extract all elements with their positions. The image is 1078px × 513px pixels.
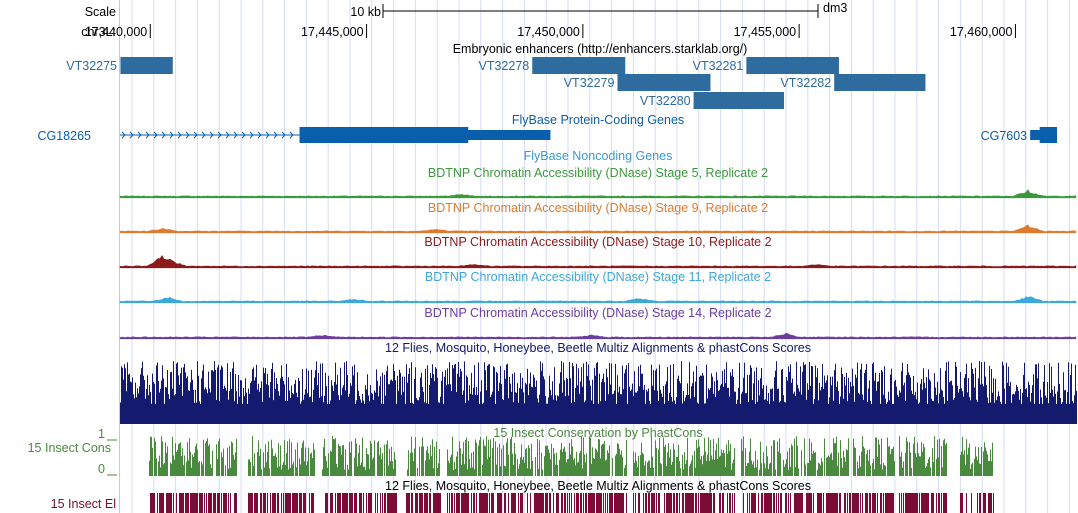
ruler-tick-label: 17,450,000 <box>517 25 580 39</box>
ruler-tick-label: 17,445,000 <box>301 25 364 39</box>
dnase-stage9-title: BDTNP Chromatin Accessibility (DNase) St… <box>428 201 768 215</box>
gene-utr <box>440 130 551 140</box>
scale-label: Scale <box>85 5 116 19</box>
gene-label: CG18265 <box>37 129 91 143</box>
grid-lines <box>131 0 1070 513</box>
strand-arrow <box>289 131 294 139</box>
multiz-title: 12 Flies, Mosquito, Honeybee, Beetle Mul… <box>385 341 811 355</box>
ruler-tick-label: 17,440,000 <box>85 25 148 39</box>
enhancers-track[interactable]: Embryonic enhancers (http://enhancers.st… <box>66 42 926 109</box>
strand-arrow <box>209 131 214 139</box>
strand-arrow <box>121 131 126 139</box>
multiz-base <box>120 404 1076 424</box>
enhancer-feature[interactable] <box>746 57 839 74</box>
dnase-signal <box>119 296 1077 303</box>
enhancer-feature[interactable] <box>617 74 711 91</box>
multiz-conservation-plot[interactable] <box>120 361 1077 424</box>
enhancer-label: VT32279 <box>564 76 615 90</box>
coding-genes-title: FlyBase Protein-Coding Genes <box>512 113 684 127</box>
dnase-stage11-title: BDTNP Chromatin Accessibility (DNase) St… <box>425 270 771 284</box>
gene-cds[interactable] <box>299 127 469 143</box>
strand-arrow <box>177 131 182 139</box>
ruler-tick-label: 17,455,000 <box>734 25 797 39</box>
dnase-tracks[interactable]: BDTNP Chromatin Accessibility (DNase) St… <box>119 166 1077 340</box>
enhancer-feature[interactable] <box>693 92 785 109</box>
ruler-tick-label: 17,460,000 <box>950 25 1013 39</box>
enhancer-features[interactable]: VT32275 VT32278 VT32281 VT32279 VT32282 VT322… <box>66 57 926 109</box>
scale-bar-label: 10 kb <box>350 5 381 19</box>
gene-cds[interactable] <box>1039 127 1057 143</box>
enhancer-label: VT32275 <box>66 59 117 73</box>
phastcons-title: 15 Insect Conservation by PhastCons <box>493 426 702 440</box>
strand-arrow <box>185 131 190 139</box>
enhancer-feature[interactable] <box>120 57 173 74</box>
strand-arrow <box>153 131 158 139</box>
dnase-stage10-title: BDTNP Chromatin Accessibility (DNase) St… <box>424 235 771 249</box>
conserved-elements-plot[interactable] <box>150 493 994 513</box>
strand-arrow <box>145 131 150 139</box>
strand-arrow <box>169 131 174 139</box>
phastcons-ymax: 1 <box>98 427 105 441</box>
strand-arrow <box>161 131 166 139</box>
enhancer-feature[interactable] <box>532 57 626 74</box>
strand-arrow <box>273 131 278 139</box>
strand-arrow <box>137 131 142 139</box>
strand-arrow <box>249 131 254 139</box>
phastcons-ymin: 0 <box>98 462 105 476</box>
assembly-label: dm3 <box>823 1 847 15</box>
gene-label: CG7603 <box>981 129 1028 143</box>
dnase-stage5-title: BDTNP Chromatin Accessibility (DNase) St… <box>428 166 768 180</box>
strand-arrow <box>281 131 286 139</box>
strand-arrow <box>265 131 270 139</box>
strand-arrow <box>201 131 206 139</box>
phastcons-bars <box>149 436 993 476</box>
noncoding-genes-title: FlyBase Noncoding Genes <box>524 149 673 163</box>
strand-arrow <box>193 131 198 139</box>
dnase-stage14-title: BDTNP Chromatin Accessibility (DNase) St… <box>424 306 771 320</box>
chrom-label: chr3L: <box>81 25 116 39</box>
enhancer-label: VT32280 <box>640 94 691 108</box>
elements-title: 12 Flies, Mosquito, Honeybee, Beetle Mul… <box>385 479 811 493</box>
enhancer-label: VT32282 <box>780 76 831 90</box>
strand-arrow <box>225 131 230 139</box>
ruler-ticks: 17,440,000 17,445,000 17,450,000 17,455,000… <box>85 24 1016 39</box>
strand-arrow <box>233 131 238 139</box>
strand-arrow <box>217 131 222 139</box>
enhancer-feature[interactable] <box>834 74 926 91</box>
dnase-signal <box>119 189 1077 198</box>
strand-arrow <box>257 131 262 139</box>
enhancers-title: Embryonic enhancers (http://enhancers.st… <box>453 42 748 56</box>
phastcons-plot[interactable] <box>149 436 993 476</box>
enhancer-label: VT32278 <box>479 59 530 73</box>
enhancer-label: VT32281 <box>693 59 744 73</box>
dnase-signal <box>119 224 1077 233</box>
strand-arrow <box>129 131 134 139</box>
coding-genes-track[interactable]: FlyBase Protein-Coding Genes CG18265 CG76… <box>37 113 1057 143</box>
gene-features[interactable]: CG18265 CG7603 <box>37 127 1057 143</box>
dnase-signal <box>119 255 1077 268</box>
phastcons-side-label: 15 Insect Cons <box>28 441 111 455</box>
ruler[interactable]: Scale 10 kb dm3 chr3L: 17,440,000 17,445,… <box>81 1 1016 39</box>
strand-arrow <box>241 131 246 139</box>
elements-side-label: 15 Insect El <box>51 497 116 511</box>
dnase-signal <box>119 332 1077 339</box>
conserved-element-bars <box>150 493 994 513</box>
